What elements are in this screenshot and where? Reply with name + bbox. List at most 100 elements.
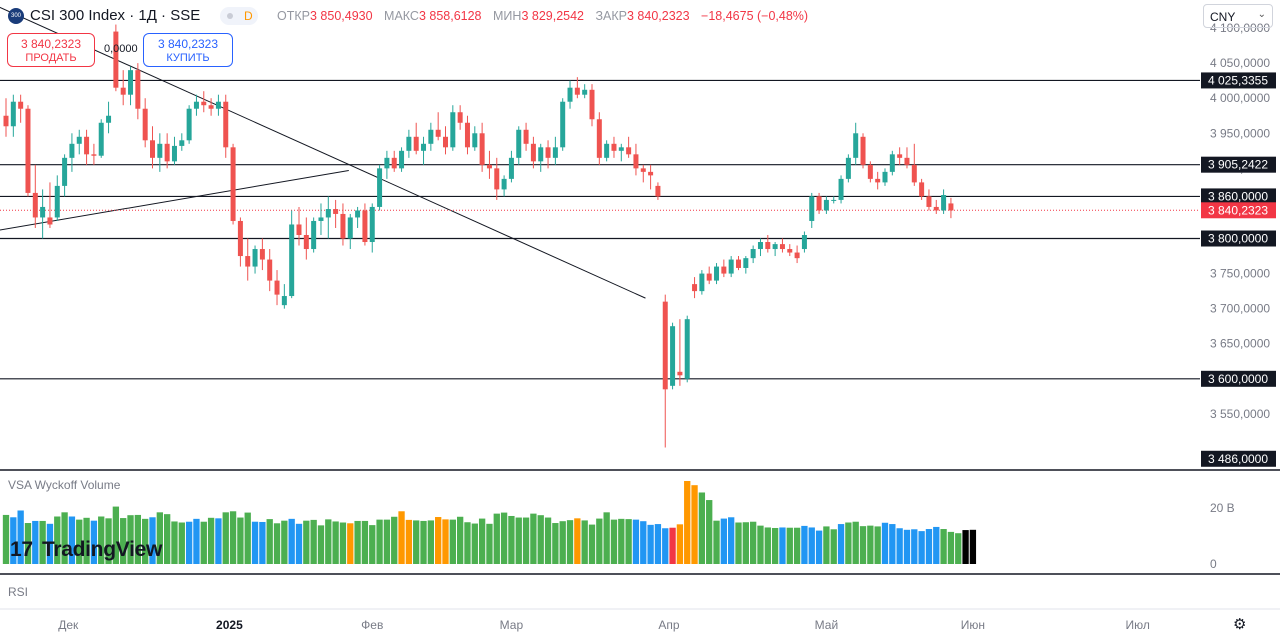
volume-bar: [471, 523, 478, 564]
volume-bar: [771, 527, 779, 564]
currency-label: CNY: [1210, 10, 1236, 24]
volume-bar: [698, 492, 706, 564]
candle-body: [875, 178, 881, 183]
volume-bar: [222, 512, 229, 564]
candle-body: [494, 168, 500, 190]
volume-indicator-title[interactable]: VSA Wyckoff Volume: [8, 478, 121, 492]
volume-bar: [185, 521, 193, 564]
candle-body: [743, 258, 749, 268]
volume-axis-label: 20 B: [1210, 501, 1235, 515]
volume-bar: [2, 514, 10, 564]
high-key: МАКС: [384, 9, 419, 23]
volume-bar: [68, 516, 76, 564]
volume-bar: [127, 515, 134, 564]
volume-bar: [676, 524, 684, 564]
volume-bar: [793, 527, 801, 564]
volume-bar: [46, 523, 54, 564]
candle-body: [391, 157, 397, 169]
candle-body: [208, 105, 214, 109]
volume-bar: [962, 530, 969, 564]
level-price-tag: [1201, 188, 1276, 205]
candle-body: [582, 89, 588, 95]
volume-bar: [574, 518, 581, 564]
sell-price: 3 840,2323: [20, 37, 82, 51]
change-value: −18,4675 (−0,48%): [701, 9, 809, 23]
volume-bar: [156, 512, 163, 564]
candle-body: [18, 101, 24, 109]
volume-bar: [918, 531, 925, 564]
candle-body: [604, 143, 610, 158]
candle-body: [816, 196, 822, 211]
candle-body: [215, 101, 221, 109]
volume-bar: [142, 518, 149, 564]
buy-price: 3 840,2323: [157, 37, 219, 51]
candle-body: [311, 220, 317, 250]
candle-body: [508, 157, 514, 179]
candle-body: [911, 164, 917, 183]
settings-gear-icon[interactable]: ⚙: [1233, 616, 1247, 633]
volume-bar: [288, 518, 295, 564]
candle-body: [318, 217, 324, 221]
volume-bar: [405, 519, 413, 564]
candle-body: [794, 252, 800, 259]
symbol-title[interactable]: CSI 300 Index · 1Д · SSE: [30, 7, 201, 24]
volume-bar: [39, 520, 46, 564]
volume-bar: [874, 526, 881, 564]
volume-bar: [522, 517, 530, 564]
candle-body: [706, 273, 712, 281]
candle-body: [699, 273, 705, 292]
y-tick-label: 4 100,0000: [1210, 21, 1270, 35]
candle-body: [736, 259, 741, 268]
open-value: 3 850,4930: [309, 9, 373, 23]
volume-bar: [200, 521, 207, 564]
y-tick-label: 3 550,0000: [1210, 407, 1270, 421]
currency-select[interactable]: CNY ⌄: [1203, 4, 1273, 28]
volume-bar: [596, 518, 603, 564]
candle-body: [684, 319, 690, 379]
logo-text: 300: [10, 13, 21, 19]
volume-bar: [881, 522, 889, 564]
candle-body: [435, 129, 441, 137]
level-price-label: 3 486,0000: [1208, 452, 1268, 466]
candle-body: [904, 157, 910, 165]
volume-bar: [105, 518, 112, 564]
volume-bar: [339, 522, 347, 564]
volume-bar: [273, 523, 281, 564]
candle-body: [655, 185, 661, 197]
candle-body: [3, 115, 9, 127]
candle-body: [721, 266, 727, 274]
candle-body: [589, 89, 595, 120]
trendline: [0, 6, 646, 299]
sell-button[interactable]: 3 840,2323 ПРОДАТЬ: [7, 33, 95, 67]
level-price-tag: [1201, 450, 1276, 467]
level-price-tag: [1201, 230, 1276, 247]
volume-bar: [581, 520, 588, 564]
volume-bar: [449, 519, 456, 564]
rsi-indicator-title[interactable]: RSI: [8, 585, 29, 599]
close-value: 3 840,2323: [627, 9, 690, 23]
tradingview-logo[interactable]: 17 TradingView: [10, 538, 162, 562]
candle-body: [560, 101, 566, 148]
candle-body: [889, 154, 895, 172]
volume-bar: [691, 485, 698, 564]
delay-badge[interactable]: D: [220, 7, 258, 25]
volume-bar: [361, 520, 369, 564]
candle-body: [113, 31, 119, 88]
x-tick-label: Фев: [361, 618, 383, 632]
candle-body: [867, 164, 873, 179]
candle-body: [333, 209, 339, 214]
candle-body: [919, 182, 925, 197]
volume-bar: [244, 512, 251, 564]
candle-body: [757, 242, 763, 250]
volume-bar: [193, 518, 200, 564]
volume-bar: [171, 521, 178, 564]
buy-button[interactable]: 3 840,2323 КУПИТЬ: [143, 33, 233, 67]
volume-bar: [845, 522, 852, 564]
volume-bar: [435, 517, 442, 564]
volume-bar: [398, 511, 405, 564]
volume-bar: [530, 513, 537, 564]
volume-bar: [464, 522, 471, 564]
volume-bar: [669, 527, 676, 564]
candle-body: [245, 256, 251, 267]
